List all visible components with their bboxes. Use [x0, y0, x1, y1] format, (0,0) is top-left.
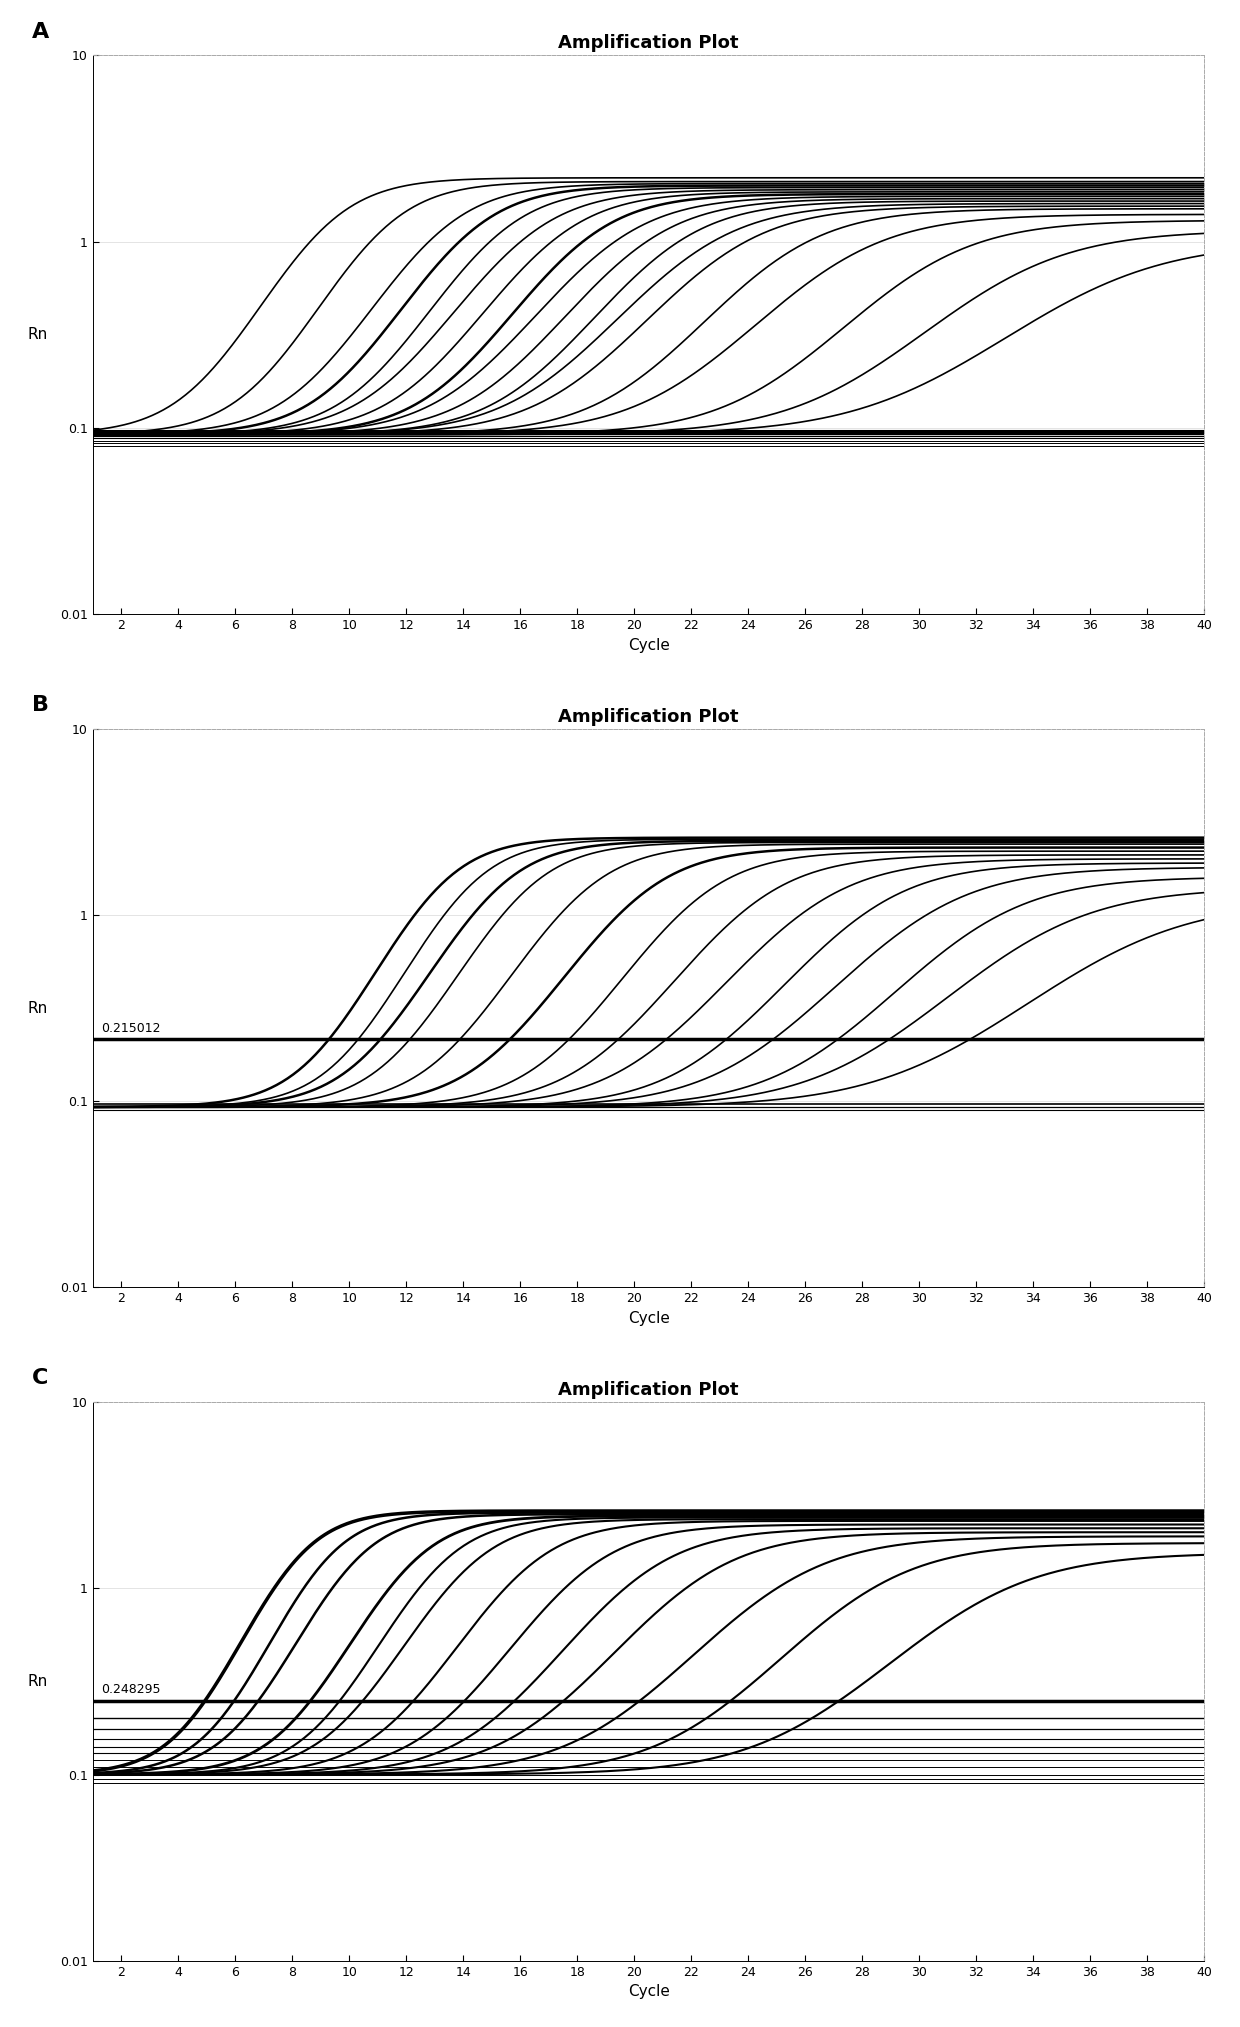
Text: 0.248295: 0.248295	[102, 1682, 161, 1697]
Text: 0.215012: 0.215012	[102, 1022, 161, 1034]
Text: B: B	[32, 695, 48, 716]
Title: Amplification Plot: Amplification Plot	[558, 1380, 739, 1399]
Title: Amplification Plot: Amplification Plot	[558, 34, 739, 53]
Title: Amplification Plot: Amplification Plot	[558, 707, 739, 726]
Y-axis label: Rn: Rn	[27, 1674, 48, 1688]
Y-axis label: Rn: Rn	[27, 326, 48, 343]
X-axis label: Cycle: Cycle	[627, 639, 670, 653]
Text: A: A	[32, 22, 50, 43]
X-axis label: Cycle: Cycle	[627, 1984, 670, 1999]
Y-axis label: Rn: Rn	[27, 1001, 48, 1016]
X-axis label: Cycle: Cycle	[627, 1311, 670, 1326]
Text: C: C	[32, 1368, 48, 1388]
